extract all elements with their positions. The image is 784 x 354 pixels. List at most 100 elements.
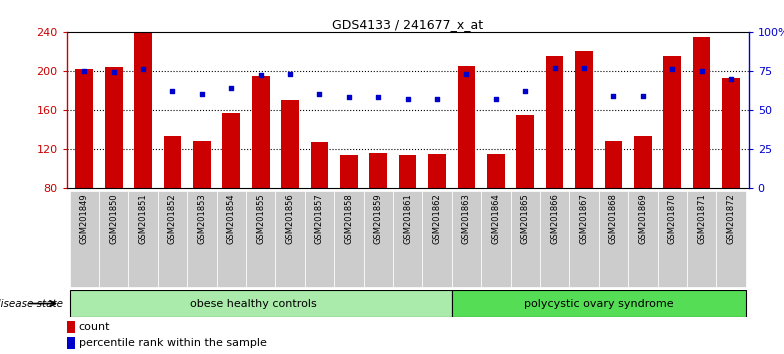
Text: GSM201858: GSM201858 [344, 193, 354, 244]
Bar [546, 56, 564, 266]
Bar [75, 69, 93, 266]
Point [107, 69, 120, 75]
Text: GSM201851: GSM201851 [139, 193, 147, 244]
Bar [334, 192, 364, 286]
Text: obese healthy controls: obese healthy controls [190, 298, 317, 309]
Text: GSM201864: GSM201864 [492, 193, 500, 244]
Bar [517, 115, 534, 266]
Bar [134, 33, 152, 266]
Text: GSM201852: GSM201852 [168, 193, 177, 244]
Bar [193, 141, 211, 266]
Text: percentile rank within the sample: percentile rank within the sample [78, 338, 267, 348]
Bar [281, 100, 299, 266]
Bar [717, 192, 746, 286]
Bar [452, 290, 746, 317]
Text: GSM201870: GSM201870 [668, 193, 677, 244]
Text: GSM201849: GSM201849 [80, 193, 89, 244]
Bar [628, 192, 658, 286]
Bar [393, 192, 423, 286]
Bar [481, 192, 510, 286]
Text: GSM201871: GSM201871 [697, 193, 706, 244]
Bar [458, 66, 475, 266]
Bar [663, 56, 681, 266]
Point [284, 71, 296, 77]
Text: GSM201863: GSM201863 [462, 193, 471, 244]
Bar [687, 192, 717, 286]
Point [695, 68, 708, 74]
Point [401, 96, 414, 102]
Bar [369, 153, 387, 266]
Text: disease state: disease state [0, 298, 63, 309]
Point [666, 67, 678, 72]
Bar [223, 113, 240, 266]
Bar [216, 192, 246, 286]
Bar [305, 192, 334, 286]
Point [372, 95, 384, 100]
Text: count: count [78, 322, 110, 332]
Bar [399, 154, 416, 266]
Text: GSM201869: GSM201869 [638, 193, 648, 244]
Bar [722, 78, 740, 266]
Text: GSM201856: GSM201856 [285, 193, 295, 244]
Point [78, 68, 90, 74]
Bar [510, 192, 540, 286]
Bar [275, 192, 305, 286]
Text: GSM201850: GSM201850 [109, 193, 118, 244]
Point [195, 91, 208, 97]
Text: GSM201861: GSM201861 [403, 193, 412, 244]
Bar [540, 192, 569, 286]
Bar [67, 321, 75, 333]
Bar [423, 192, 452, 286]
Bar [604, 141, 622, 266]
Bar [246, 192, 275, 286]
Bar [129, 192, 158, 286]
Bar [599, 192, 628, 286]
Point [637, 93, 649, 98]
Point [489, 96, 502, 102]
Text: GSM201867: GSM201867 [579, 193, 589, 244]
Bar [158, 192, 187, 286]
Bar [693, 37, 710, 266]
Text: GSM201857: GSM201857 [315, 193, 324, 244]
Bar [575, 51, 593, 266]
Bar [428, 154, 446, 266]
Text: GSM201853: GSM201853 [198, 193, 206, 244]
Point [136, 67, 149, 72]
Point [430, 96, 443, 102]
Point [519, 88, 532, 94]
Point [343, 95, 355, 100]
Bar [452, 192, 481, 286]
Bar [569, 192, 599, 286]
Bar [310, 142, 328, 266]
Bar [187, 192, 216, 286]
Bar [658, 192, 687, 286]
Point [724, 76, 737, 81]
Bar [340, 155, 358, 266]
Bar [164, 136, 181, 266]
Point [548, 65, 561, 70]
Bar [364, 192, 393, 286]
Bar [634, 136, 652, 266]
Text: polycystic ovary syndrome: polycystic ovary syndrome [524, 298, 673, 309]
Title: GDS4133 / 241677_x_at: GDS4133 / 241677_x_at [332, 18, 483, 31]
Text: GSM201855: GSM201855 [256, 193, 265, 244]
Text: GSM201862: GSM201862 [433, 193, 441, 244]
Text: GSM201854: GSM201854 [227, 193, 236, 244]
Text: GSM201859: GSM201859 [374, 193, 383, 244]
Bar [70, 192, 99, 286]
Point [225, 85, 238, 91]
Text: GSM201872: GSM201872 [727, 193, 735, 244]
Bar [99, 192, 129, 286]
Bar [105, 67, 122, 266]
Bar [67, 337, 75, 349]
Text: GSM201865: GSM201865 [521, 193, 530, 244]
Bar [252, 76, 270, 266]
Point [460, 71, 473, 77]
Bar [70, 290, 452, 317]
Bar [487, 154, 505, 266]
Text: GSM201866: GSM201866 [550, 193, 559, 244]
Point [578, 65, 590, 70]
Point [607, 93, 619, 98]
Text: GSM201868: GSM201868 [609, 193, 618, 244]
Point [166, 88, 179, 94]
